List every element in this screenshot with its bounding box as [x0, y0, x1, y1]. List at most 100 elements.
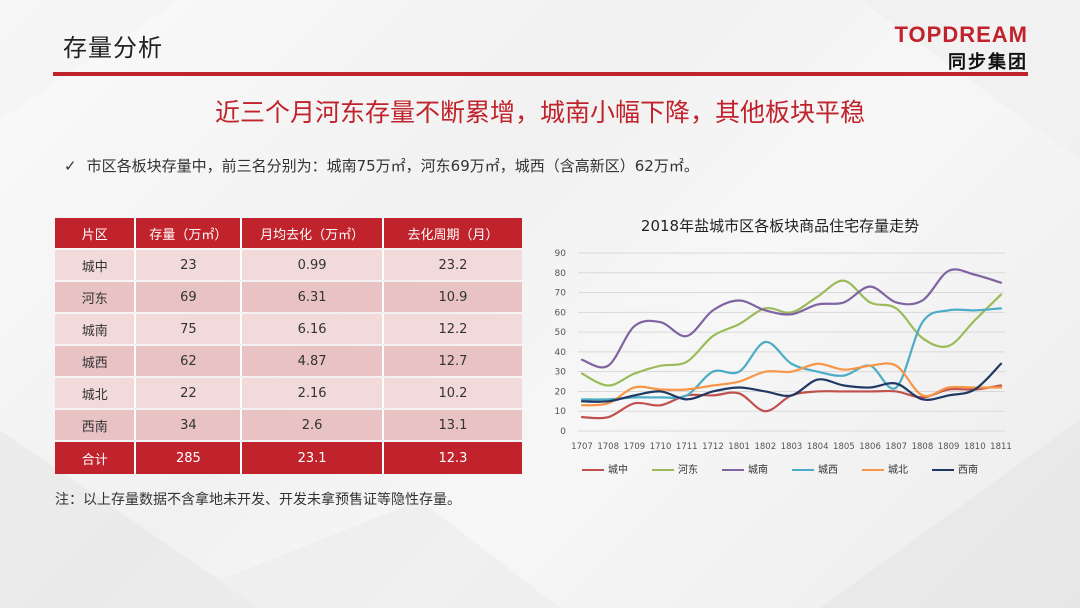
table-header-cell: 存量（万㎡）: [136, 218, 243, 248]
table-cell: 10.9: [383, 282, 522, 312]
table-cell: 河东: [55, 282, 137, 312]
table-row: 城北 22 2.16 10.2: [55, 378, 522, 408]
series-line-城北: [580, 362, 1003, 407]
table-cell: 0.99: [242, 250, 384, 280]
table-header-cell: 去化周期（月）: [383, 218, 522, 248]
y-tick-label: 90: [555, 249, 567, 259]
x-tick-label: 1708: [597, 442, 619, 452]
x-tick-label: 1810: [964, 442, 986, 452]
x-tick-label: 1808: [912, 442, 934, 452]
table-cell: 69: [136, 282, 243, 312]
brand-logo-cn: 同步集团: [948, 52, 1028, 73]
chart-title: 2018年盐城市区各板块商品住宅存量走势: [640, 217, 920, 235]
legend-swatch: [932, 469, 954, 471]
chart-legend: 城中 河东 城南 城西 城北 西南: [540, 461, 1020, 476]
headline: 近三个月河东存量不断累增，城南小幅下降，其他板块平稳: [214, 98, 865, 127]
series-line-城南: [580, 268, 1003, 369]
legend-item: 城西: [792, 461, 838, 476]
x-tick-label: 1806: [859, 442, 881, 452]
footnote: 注：以上存量数据不含拿地未开发、开发未拿预售证等隐性存量。: [55, 492, 461, 508]
x-tick-label: 1711: [676, 442, 698, 452]
y-tick-label: 70: [555, 289, 567, 299]
table-cell: 西南: [55, 410, 137, 440]
bullet-text: 市区各板块存量中，前三名分别为：城南75万㎡，河东69万㎡，城西（含高新区）62…: [86, 157, 699, 175]
checkmark-icon: ✓: [64, 157, 77, 175]
table-cell: 285: [136, 442, 243, 474]
brand-logo-en: TOPDREAM: [894, 22, 1028, 47]
inventory-line-chart: 2018年盐城市区各板块商品住宅存量走势 0 10 20 30 40 50 60 70 80 90…: [540, 205, 1020, 495]
title-divider: [53, 72, 1028, 76]
chart-plot-area: 0 10 20 30 40 50 60 70 80 90 1707 1708 1709 1710 1711 1…: [555, 249, 1012, 452]
page-title: 存量分析: [63, 34, 163, 62]
table-cell: 6.16: [242, 314, 384, 344]
legend-swatch: [652, 469, 674, 471]
table-cell: 城南: [55, 314, 137, 344]
legend-item: 城南: [722, 461, 768, 476]
series-line-河东: [580, 279, 1003, 387]
table-cell: 23.1: [242, 442, 384, 474]
x-tick-label: 1712: [702, 442, 724, 452]
table-cell: 城西: [55, 346, 137, 376]
x-tick-label: 1811: [990, 442, 1012, 452]
x-tick-label: 1804: [807, 442, 829, 452]
legend-swatch: [582, 469, 604, 471]
series-line-城中: [580, 384, 1003, 420]
legend-item: 西南: [932, 461, 978, 476]
y-tick-label: 0: [560, 427, 566, 437]
y-tick-label: 20: [555, 387, 567, 397]
table-cell: 12.7: [383, 346, 522, 376]
table-cell: 6.31: [242, 282, 384, 312]
x-tick-label: 1707: [571, 442, 593, 452]
table-cell: 23.2: [383, 250, 522, 280]
x-tick-label: 1807: [885, 442, 907, 452]
x-tick-label: 1802: [754, 442, 776, 452]
y-tick-label: 50: [555, 328, 567, 338]
legend-swatch: [792, 469, 814, 471]
legend-label: 河东: [678, 465, 698, 476]
table-cell: 75: [136, 314, 243, 344]
table-cell: 22: [136, 378, 243, 408]
table-header-cell: 月均去化（万㎡）: [242, 218, 384, 248]
table-header-row: 片区 存量（万㎡） 月均去化（万㎡） 去化周期（月）: [55, 218, 522, 248]
y-tick-label: 40: [555, 348, 567, 358]
table-row: 城西 62 4.87 12.7: [55, 346, 522, 376]
table-row: 河东 69 6.31 10.9: [55, 282, 522, 312]
table-cell: 2.16: [242, 378, 384, 408]
legend-label: 城北: [888, 465, 908, 476]
legend-item: 城中: [582, 461, 628, 476]
table-row: 城中 23 0.99 23.2: [55, 250, 522, 280]
x-tick-label: 1710: [650, 442, 672, 452]
table-header-cell: 片区: [55, 218, 137, 248]
legend-label: 西南: [958, 465, 978, 476]
legend-item: 城北: [862, 461, 908, 476]
table-row: 城南 75 6.16 12.2: [55, 314, 522, 344]
legend-item: 河东: [652, 461, 698, 476]
table-cell: 2.6: [242, 410, 384, 440]
x-tick-label: 1801: [728, 442, 750, 452]
table-cell: 62: [136, 346, 243, 376]
table-cell: 城北: [55, 378, 137, 408]
table-cell: 13.1: [383, 410, 522, 440]
table-cell: 34: [136, 410, 243, 440]
legend-label: 城中: [608, 465, 628, 476]
legend-label: 城南: [748, 465, 768, 476]
table-cell: 23: [136, 250, 243, 280]
bullet-point: ✓ 市区各板块存量中，前三名分别为：城南75万㎡，河东69万㎡，城西（含高新区）6…: [64, 155, 699, 176]
table-cell: 10.2: [383, 378, 522, 408]
table-total-row: 合计 285 23.1 12.3: [55, 442, 522, 474]
table-cell: 12.2: [383, 314, 522, 344]
x-tick-label: 1809: [938, 442, 960, 452]
y-tick-label: 80: [555, 269, 567, 279]
legend-swatch: [862, 469, 884, 471]
y-tick-label: 10: [555, 407, 567, 417]
table-cell: 城中: [55, 250, 137, 280]
inventory-table: 片区 存量（万㎡） 月均去化（万㎡） 去化周期（月） 城中 23 0.99 23…: [55, 216, 522, 476]
series-line-西南: [580, 362, 1003, 403]
table-cell: 12.3: [383, 442, 522, 474]
x-tick-label: 1805: [833, 442, 855, 452]
y-tick-label: 30: [555, 368, 567, 378]
legend-label: 城西: [818, 465, 838, 476]
x-tick-label: 1709: [624, 442, 646, 452]
